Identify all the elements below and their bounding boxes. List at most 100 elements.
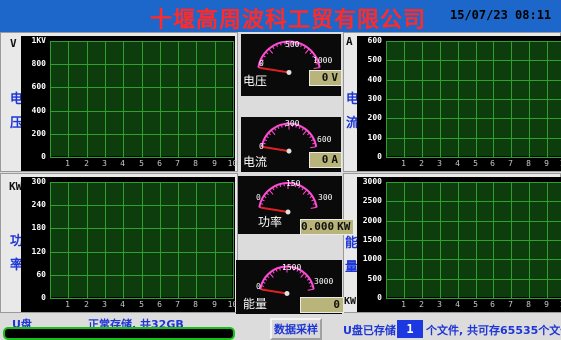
energy-gauge-value: 0 <box>333 298 340 311</box>
energy-gauge-label: 能量 <box>243 297 268 311</box>
voltage-gauge-tick <box>315 62 319 65</box>
energy-gauge-tick <box>275 268 278 272</box>
power-gauge-value: 0.000 <box>301 220 335 233</box>
data-sample-button[interactable]: 数据采样 <box>270 318 322 340</box>
power-y-tick-label: 120 <box>31 246 46 256</box>
current-gauge-tick <box>273 127 277 131</box>
current-gauge-tick <box>301 127 305 131</box>
power-gauge-value-box: 0.000 KW <box>300 219 354 235</box>
power-gauge-tick <box>268 189 274 195</box>
voltage-y-tick-label: 600 <box>31 81 46 91</box>
voltage-gauge-tick <box>260 58 264 61</box>
power-x-tick-label: 7 <box>175 300 180 309</box>
energy-gauge-tick <box>300 272 305 278</box>
power-gauge-tick <box>261 199 265 202</box>
current-x-tick-label: 10 <box>560 159 561 168</box>
energy-y-tick-label: 2500 <box>362 195 382 205</box>
voltage-x-tick-label: 4 <box>120 159 125 168</box>
energy-gauge-tick <box>306 278 310 281</box>
current-x-tick-label: 5 <box>473 159 478 168</box>
voltage-gauge-tick <box>309 51 313 55</box>
power-y-tick-label: 0 <box>41 292 46 302</box>
current-y-tick-label: 100 <box>367 132 382 142</box>
energy-gauge-mid: 1500 <box>282 263 302 272</box>
power-y-tick-label: 180 <box>31 222 46 232</box>
power-x-tick-label: 6 <box>157 300 162 309</box>
energy-gauge-tick <box>278 267 281 271</box>
energy-chart: 3000 2500 2000 1500 1000 500 0 1 2 3 4 5 6 7 8 9 10 <box>357 177 561 312</box>
energy-gauge-tick <box>262 281 266 284</box>
current-gauge-tick <box>307 132 310 136</box>
voltage-gauge-tick <box>304 48 310 54</box>
power-gauge-tick <box>265 192 269 196</box>
voltage-x-tick-label: 8 <box>193 159 198 168</box>
energy-gauge-dial <box>259 265 315 296</box>
voltage-unit-label: V <box>10 37 17 50</box>
voltage-axis-label: 电压 <box>10 92 24 131</box>
current-x-tick-label: 1 <box>401 159 406 168</box>
current-gauge-tick <box>295 124 298 128</box>
voltage-gauge-tick <box>300 43 303 48</box>
voltage-gauge-tick <box>296 42 299 46</box>
voltage-y-tick-label: 200 <box>31 128 46 138</box>
power-x-tick-label: 3 <box>102 300 107 309</box>
current-y-tick-label: 600 <box>367 35 382 45</box>
current-gauge: 0 300 600 <box>241 117 341 172</box>
power-gauge-tick <box>311 199 315 202</box>
voltage-gauge-tick <box>275 43 278 48</box>
power-unit-label: KW <box>9 180 23 193</box>
voltage-plot-area <box>49 40 234 158</box>
energy-gauge-max: 3000 <box>314 277 334 286</box>
current-plot-area <box>385 40 561 158</box>
voltage-gauge-mid: 500 <box>285 40 300 49</box>
energy-gauge-arc <box>259 265 315 290</box>
energy-gauge-tick <box>269 272 274 278</box>
current-x-tick-label: 9 <box>544 159 549 168</box>
current-gauge-max: 600 <box>317 135 332 144</box>
voltage-gauge-label: 电压 <box>243 74 268 88</box>
current-y-tick-label: 200 <box>367 112 382 122</box>
header-bar: 十堰高周波科工贸有限公司 15/07/23 08:11 <box>0 0 561 33</box>
power-gauge-dial <box>258 182 318 215</box>
power-y-tick-label: 300 <box>31 176 46 186</box>
stored-suffix: 个文件, 共可存65535个文件 <box>426 324 561 337</box>
voltage-gauge-unit: V <box>331 71 338 84</box>
current-gauge-unit: A <box>331 153 338 166</box>
energy-gauge-tick <box>308 281 312 284</box>
energy-plot-area <box>385 181 561 299</box>
voltage-x-tick-label: 7 <box>175 159 180 168</box>
current-x-tick-label: 3 <box>437 159 442 168</box>
power-gauge-mid: 150 <box>286 179 301 188</box>
energy-gauge-value-box: 0 <box>300 297 344 313</box>
current-gauge-tick <box>309 135 313 139</box>
power-gauge-tick <box>294 183 297 188</box>
current-gauge-label: 电流 <box>243 155 268 169</box>
current-gauge-tick <box>310 138 315 142</box>
voltage-gauge-tick <box>262 55 266 58</box>
energy-x-tick-label: 7 <box>508 300 513 309</box>
power-gauge-tick <box>301 187 304 191</box>
energy-x-tick-label: 8 <box>526 300 531 309</box>
power-gauge-tick <box>279 183 282 188</box>
current-gauge-tick <box>263 138 268 142</box>
power-gauge-needle <box>260 206 289 213</box>
power-gauge-label: 功率 <box>258 215 283 229</box>
current-axis-label: 电流 <box>346 92 360 131</box>
current-x-tick-label: 7 <box>508 159 513 168</box>
current-gauge-tick <box>302 129 308 136</box>
energy-gauge-needle <box>261 288 288 295</box>
energy-gauge-tick <box>264 278 268 281</box>
voltage-y-tick-label: 1KV <box>31 35 46 45</box>
voltage-gauge-tick <box>314 58 318 61</box>
voltage-x-tick-label: 2 <box>84 159 89 168</box>
usb-storage-progress <box>3 327 235 340</box>
power-gauge-tick <box>309 195 313 199</box>
energy-gauge-tick <box>293 267 296 271</box>
voltage-gauge-tick <box>271 45 275 50</box>
energy-x-tick-label: 10 <box>560 300 561 309</box>
voltage-y-tick-label: 400 <box>31 105 46 115</box>
current-gauge-tick <box>268 132 271 136</box>
stored-prefix: U盘已存储 <box>343 324 396 337</box>
